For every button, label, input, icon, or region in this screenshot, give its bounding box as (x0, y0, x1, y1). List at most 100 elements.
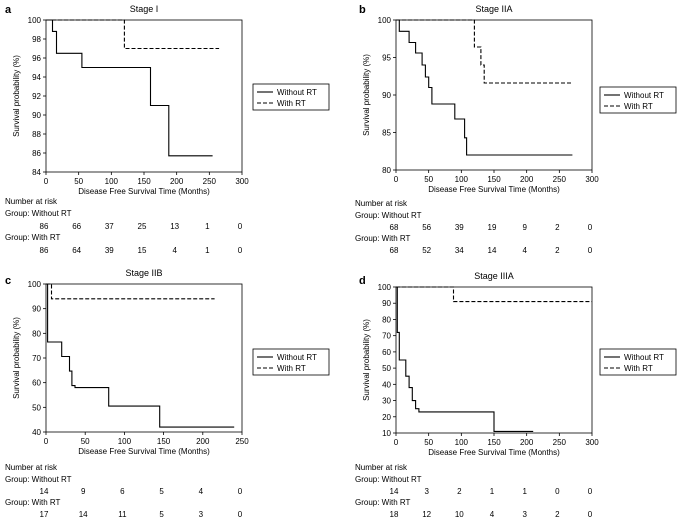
x-tick-label: 200 (196, 437, 210, 446)
y-tick-label: 90 (32, 305, 41, 314)
y-tick-label: 80 (382, 166, 391, 175)
x-tick-label: 150 (487, 175, 501, 184)
risk-value: 6 (120, 487, 125, 496)
risk-value: 1 (205, 246, 210, 255)
risk-value: 86 (40, 222, 49, 231)
legend: Without RT With RT (599, 348, 677, 376)
x-tick-label: 0 (44, 437, 49, 446)
risk-value: 4 (199, 487, 204, 496)
risk-group-label: Group: With RT (355, 234, 411, 243)
risk-value: 5 (159, 510, 164, 519)
x-tick-label: 150 (487, 438, 501, 447)
plot-frame (395, 19, 593, 171)
x-tick-label: 200 (520, 438, 534, 447)
series-without-rt-line (396, 19, 573, 156)
legend-entry: With RT (624, 364, 653, 373)
risk-value: 34 (455, 246, 464, 255)
chart-title: Stage I (130, 4, 159, 14)
risk-value: 68 (390, 246, 399, 255)
risk-group-label: Group: Without RT (5, 475, 72, 484)
risk-value: 15 (138, 246, 147, 255)
risk-group-label: Group: With RT (5, 233, 61, 242)
risk-value: 11 (118, 510, 127, 519)
risk-value: 0 (238, 246, 243, 255)
y-tick-label: 90 (382, 299, 391, 308)
risk-table: Number at risk Group: Without RT 68 56 39 19 9… (355, 199, 593, 255)
x-tick-label: 0 (44, 177, 49, 186)
y-axis-label: Survival probability (%) (362, 319, 371, 401)
x-tick-label: 200 (520, 175, 534, 184)
risk-value: 4 (172, 246, 177, 255)
x-tick-label: 200 (170, 177, 184, 186)
x-tick-label: 250 (203, 177, 217, 186)
risk-value: 0 (588, 246, 593, 255)
risk-group-label: Group: Without RT (5, 209, 72, 218)
panel-label: b (359, 4, 366, 16)
x-tick-label: 150 (137, 177, 151, 186)
risk-value: 1 (490, 487, 495, 496)
risk-group-label: Group: With RT (355, 498, 411, 507)
y-axis-label: Survival probability (%) (12, 55, 21, 137)
risk-value: 14 (488, 246, 497, 255)
y-tick-label: 80 (32, 329, 41, 338)
risk-group-label: Group: With RT (5, 498, 61, 507)
chart-title: Stage IIA (475, 4, 512, 14)
y-axis-label: Survival probability (%) (12, 317, 21, 399)
y-tick-label: 94 (32, 73, 41, 82)
risk-value: 2 (555, 510, 560, 519)
x-tick-label: 300 (585, 438, 599, 447)
risk-value: 25 (138, 222, 147, 231)
risk-value: 0 (238, 510, 243, 519)
x-tick-label: 300 (235, 177, 249, 186)
y-tick-label: 50 (32, 403, 41, 412)
risk-value: 14 (40, 487, 49, 496)
legend-entry: Without RT (277, 353, 317, 362)
x-tick-label: 100 (455, 175, 469, 184)
risk-value: 86 (40, 246, 49, 255)
risk-value: 37 (105, 222, 114, 231)
risk-value: 9 (81, 487, 86, 496)
x-axis-label: Disease Free Survival Time (Months) (78, 187, 210, 196)
legend-box (599, 348, 677, 376)
risk-value: 17 (40, 510, 49, 519)
risk-value: 14 (79, 510, 88, 519)
legend: Without RT With RT (252, 83, 330, 111)
y-tick-label: 10 (382, 429, 391, 438)
x-tick-label: 300 (585, 175, 599, 184)
y-tick-label: 85 (382, 129, 391, 138)
x-tick-label: 250 (235, 437, 249, 446)
risk-value: 68 (390, 223, 399, 232)
x-tick-label: 250 (553, 175, 567, 184)
risk-value: 2 (555, 246, 560, 255)
legend-box (599, 86, 677, 114)
risk-value: 4 (490, 510, 495, 519)
risk-value: 13 (170, 222, 179, 231)
x-tick-label: 100 (105, 177, 119, 186)
x-axis-label: Disease Free Survival Time (Months) (428, 185, 560, 194)
risk-value: 14 (390, 487, 399, 496)
risk-value: 1 (205, 222, 210, 231)
legend-entry: Without RT (624, 353, 664, 362)
risk-table-heading: Number at risk (5, 197, 58, 206)
risk-value: 10 (455, 510, 464, 519)
y-axis-label: Survival probability (%) (362, 54, 371, 136)
risk-value: 2 (555, 223, 560, 232)
y-tick-label: 40 (32, 428, 41, 437)
plot-frame (395, 286, 593, 434)
chart-title: Stage IIIA (474, 271, 514, 281)
risk-value: 0 (555, 487, 560, 496)
risk-value: 66 (72, 222, 81, 231)
y-tick-label: 86 (32, 149, 41, 158)
y-tick-label: 30 (382, 397, 391, 406)
risk-value: 0 (588, 223, 593, 232)
chart-title: Stage IIB (125, 268, 162, 278)
y-tick-label: 92 (32, 92, 41, 101)
x-tick-label: 50 (424, 175, 433, 184)
legend: Without RT With RT (252, 348, 330, 376)
risk-group-label: Group: Without RT (355, 211, 422, 220)
risk-value: 0 (238, 487, 243, 496)
risk-value: 0 (588, 487, 593, 496)
